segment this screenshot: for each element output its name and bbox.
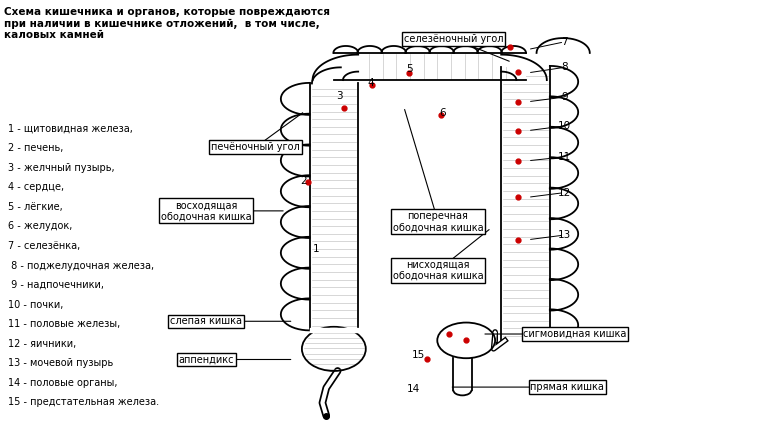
Text: 14 - половые органы,: 14 - половые органы,: [8, 378, 118, 388]
Polygon shape: [309, 53, 358, 83]
Text: 5: 5: [406, 63, 412, 74]
Text: 9: 9: [561, 92, 568, 102]
Text: 4 - сердце,: 4 - сердце,: [8, 182, 65, 193]
Polygon shape: [501, 53, 550, 66]
Text: 7: 7: [561, 37, 568, 47]
Wedge shape: [309, 56, 358, 83]
Polygon shape: [501, 66, 550, 340]
Text: 14: 14: [406, 384, 420, 394]
Text: 12 - яичники,: 12 - яичники,: [8, 339, 76, 349]
Text: 13: 13: [558, 230, 571, 240]
Polygon shape: [309, 83, 358, 330]
Text: Схема кишечника и органов, которые повреждаются
при наличии в кишечнике отложени: Схема кишечника и органов, которые повре…: [5, 7, 331, 40]
Text: 6: 6: [440, 108, 446, 118]
Text: 2: 2: [300, 176, 307, 186]
Text: 6 - желудок,: 6 - желудок,: [8, 222, 72, 231]
Text: аппендикс: аппендикс: [178, 354, 234, 365]
Text: 3 - желчный пузырь,: 3 - желчный пузырь,: [8, 163, 115, 173]
Text: печёночный угол: печёночный угол: [211, 142, 300, 152]
Text: восходящая
ободочная кишка: восходящая ободочная кишка: [161, 200, 251, 222]
Text: 8: 8: [561, 62, 568, 72]
Text: 5 - лёгкие,: 5 - лёгкие,: [8, 202, 63, 212]
Text: 9 - надпочечники,: 9 - надпочечники,: [8, 280, 104, 290]
Polygon shape: [334, 53, 526, 80]
Text: 8 - поджелудочная железа,: 8 - поджелудочная железа,: [8, 261, 155, 271]
Text: прямая кишка: прямая кишка: [530, 382, 604, 392]
Text: 15: 15: [411, 350, 425, 360]
Text: слепая кишка: слепая кишка: [170, 316, 242, 326]
Text: 1: 1: [313, 244, 320, 254]
Text: 4: 4: [368, 78, 374, 89]
Text: 10 - почки,: 10 - почки,: [8, 299, 64, 310]
Text: сигмовидная кишка: сигмовидная кишка: [523, 329, 626, 339]
Text: 3: 3: [336, 91, 342, 101]
Ellipse shape: [437, 322, 495, 358]
Text: 11: 11: [558, 152, 571, 162]
Text: селезёночный угол: селезёночный угол: [404, 34, 503, 44]
Text: поперечная
ободочная кишка: поперечная ободочная кишка: [392, 211, 483, 232]
Text: 10: 10: [558, 121, 571, 131]
Text: 2 - печень,: 2 - печень,: [8, 144, 64, 153]
Text: 7 - селезёнка,: 7 - селезёнка,: [8, 241, 81, 251]
Text: 13 - мочевой пузырь: 13 - мочевой пузырь: [8, 358, 114, 368]
Text: 1 - щитовидная железа,: 1 - щитовидная железа,: [8, 124, 133, 134]
Text: 15 - предстательная железа.: 15 - предстательная железа.: [8, 397, 159, 407]
Text: 12: 12: [558, 187, 571, 198]
Text: нисходящая
ободочная кишка: нисходящая ободочная кишка: [392, 259, 483, 281]
Ellipse shape: [302, 327, 366, 371]
Text: 11 - половые железы,: 11 - половые железы,: [8, 319, 120, 329]
